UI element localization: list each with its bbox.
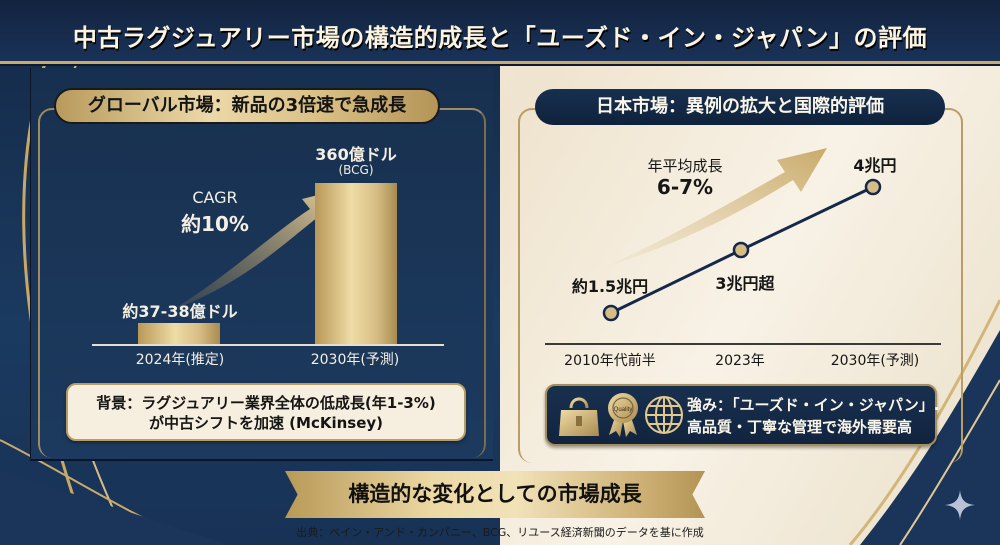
point-2023-category: 2023年	[715, 353, 765, 369]
conclusion-ribbon	[285, 471, 705, 518]
title-bar: 中古ラグジュアリー市場の構造的成長と「ユーズド・イン・ジャパン」の評価	[0, 0, 1000, 64]
bar-2024-value: 約37-38億ドル	[122, 302, 238, 321]
conclusion-ribbon-text: 構造的な変化としての市場成長	[348, 482, 642, 506]
cagr-label: CAGR	[192, 188, 238, 207]
background-note: 背景：ラグジュアリー業界全体の低成長(年1-3%) が中古シフトを加速 (McK…	[66, 383, 466, 441]
bar-2030-category: 2030年(予測)	[310, 352, 400, 368]
strength-note-line1: 強み：「ユーズド・イン・ジャパン」.	[687, 396, 940, 414]
japan-market-header: 日本市場：異例の拡大と国際的評価	[535, 89, 945, 125]
point-2023-value: 3兆円超	[715, 274, 775, 293]
strength-note: Quality 強み：「ユーズド・イン・ジャパン」. 高品質・丁寧な管理で海外需…	[545, 384, 940, 446]
bar-2024-category: 2024年(推定)	[135, 352, 225, 368]
page-title: 中古ラグジュアリー市場の構造的成長と「ユーズド・イン・ジャパン」の評価	[72, 24, 928, 52]
bar-2030-value: 360億ドル	[315, 145, 397, 164]
quality-badge-icon: Quality	[608, 393, 638, 437]
growth-label: 年平均成長	[647, 157, 723, 175]
sparkle-icon	[945, 490, 975, 520]
point-2030-category: 2030年(予測)	[830, 353, 920, 369]
bar-chart-baseline	[92, 344, 444, 346]
global-market-header: グローバル市場：新品の3倍速で急成長	[54, 88, 440, 124]
svg-text:Quality: Quality	[614, 407, 633, 413]
globe-icon	[645, 396, 683, 434]
bar-2024	[138, 323, 220, 344]
point-2010s-value: 約1.5兆円	[571, 277, 649, 296]
bar-2030	[315, 183, 397, 344]
point-2010s-category: 2010年代前半	[564, 353, 656, 369]
bar-2030-source: (BCG)	[338, 163, 374, 177]
cagr-value: 約10%	[181, 212, 249, 236]
handbag-icon	[559, 397, 599, 436]
line-chart-baseline	[545, 343, 941, 345]
background-note-line1: 背景：ラグジュアリー業界全体の低成長(年1-3%)	[96, 394, 436, 412]
background-note-line2: が中古シフトを加速 (McKinsey)	[148, 414, 384, 432]
source-citation: 出典：ベイン・アンド・カンパニー、BCG、リユース経済新聞のデータを基に作成	[296, 526, 704, 539]
growth-value: 6-7%	[656, 175, 714, 199]
strength-note-line2: 高品質・丁寧な管理で海外需要高	[687, 418, 913, 436]
point-2030-value: 4兆円	[853, 156, 897, 175]
